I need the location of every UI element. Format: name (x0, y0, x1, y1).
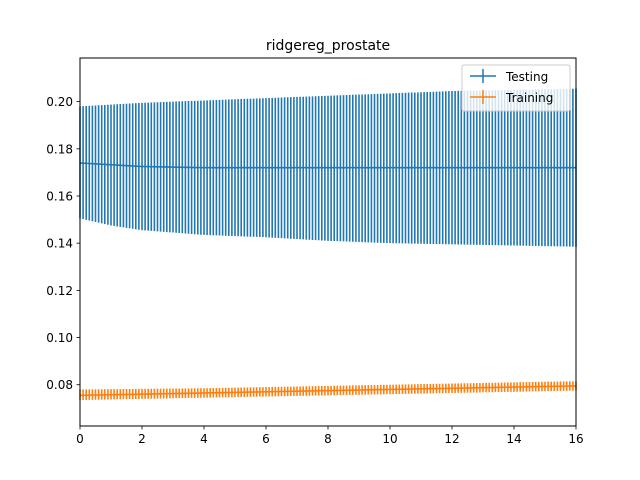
x-tick-label: 16 (568, 432, 583, 446)
legend-entry-training: Training (470, 90, 553, 105)
legend: Testing Training (461, 64, 571, 112)
series-layer (79, 88, 577, 401)
chart-title: ridgereg_prostate (266, 38, 390, 54)
x-tick-label: 0 (76, 432, 84, 446)
x-axis: 0 2 4 6 8 10 12 14 16 (76, 426, 584, 446)
series-testing (79, 88, 577, 247)
y-tick-label: 0.14 (46, 237, 73, 251)
y-tick-label: 0.20 (46, 95, 73, 109)
mean-line-training (79, 385, 577, 397)
y-tick-label: 0.18 (46, 142, 73, 156)
x-tick-label: 14 (506, 432, 521, 446)
y-tick-label: 0.12 (46, 284, 73, 298)
y-tick-label: 0.10 (46, 331, 73, 345)
mean-line-testing (79, 162, 576, 169)
x-tick-label: 12 (444, 432, 459, 446)
x-tick-label: 6 (262, 432, 270, 446)
y-axis: 0.08 0.10 0.12 0.14 0.16 0.18 0.20 (46, 95, 80, 392)
x-tick-label: 8 (324, 432, 332, 446)
y-tick-label: 0.08 (46, 378, 73, 392)
legend-label-training: Training (505, 91, 553, 105)
legend-label-testing: Testing (505, 70, 548, 84)
series-training (79, 381, 577, 401)
x-tick-label: 10 (382, 432, 397, 446)
x-tick-label: 4 (200, 432, 208, 446)
plot-area: 0 2 4 6 8 10 12 14 16 0.080.100.120.140.160.180.… (46, 57, 584, 446)
x-tick-label: 2 (138, 432, 146, 446)
y-tick-label: 0.16 (46, 190, 73, 204)
legend-entry-testing: Testing (470, 69, 548, 84)
